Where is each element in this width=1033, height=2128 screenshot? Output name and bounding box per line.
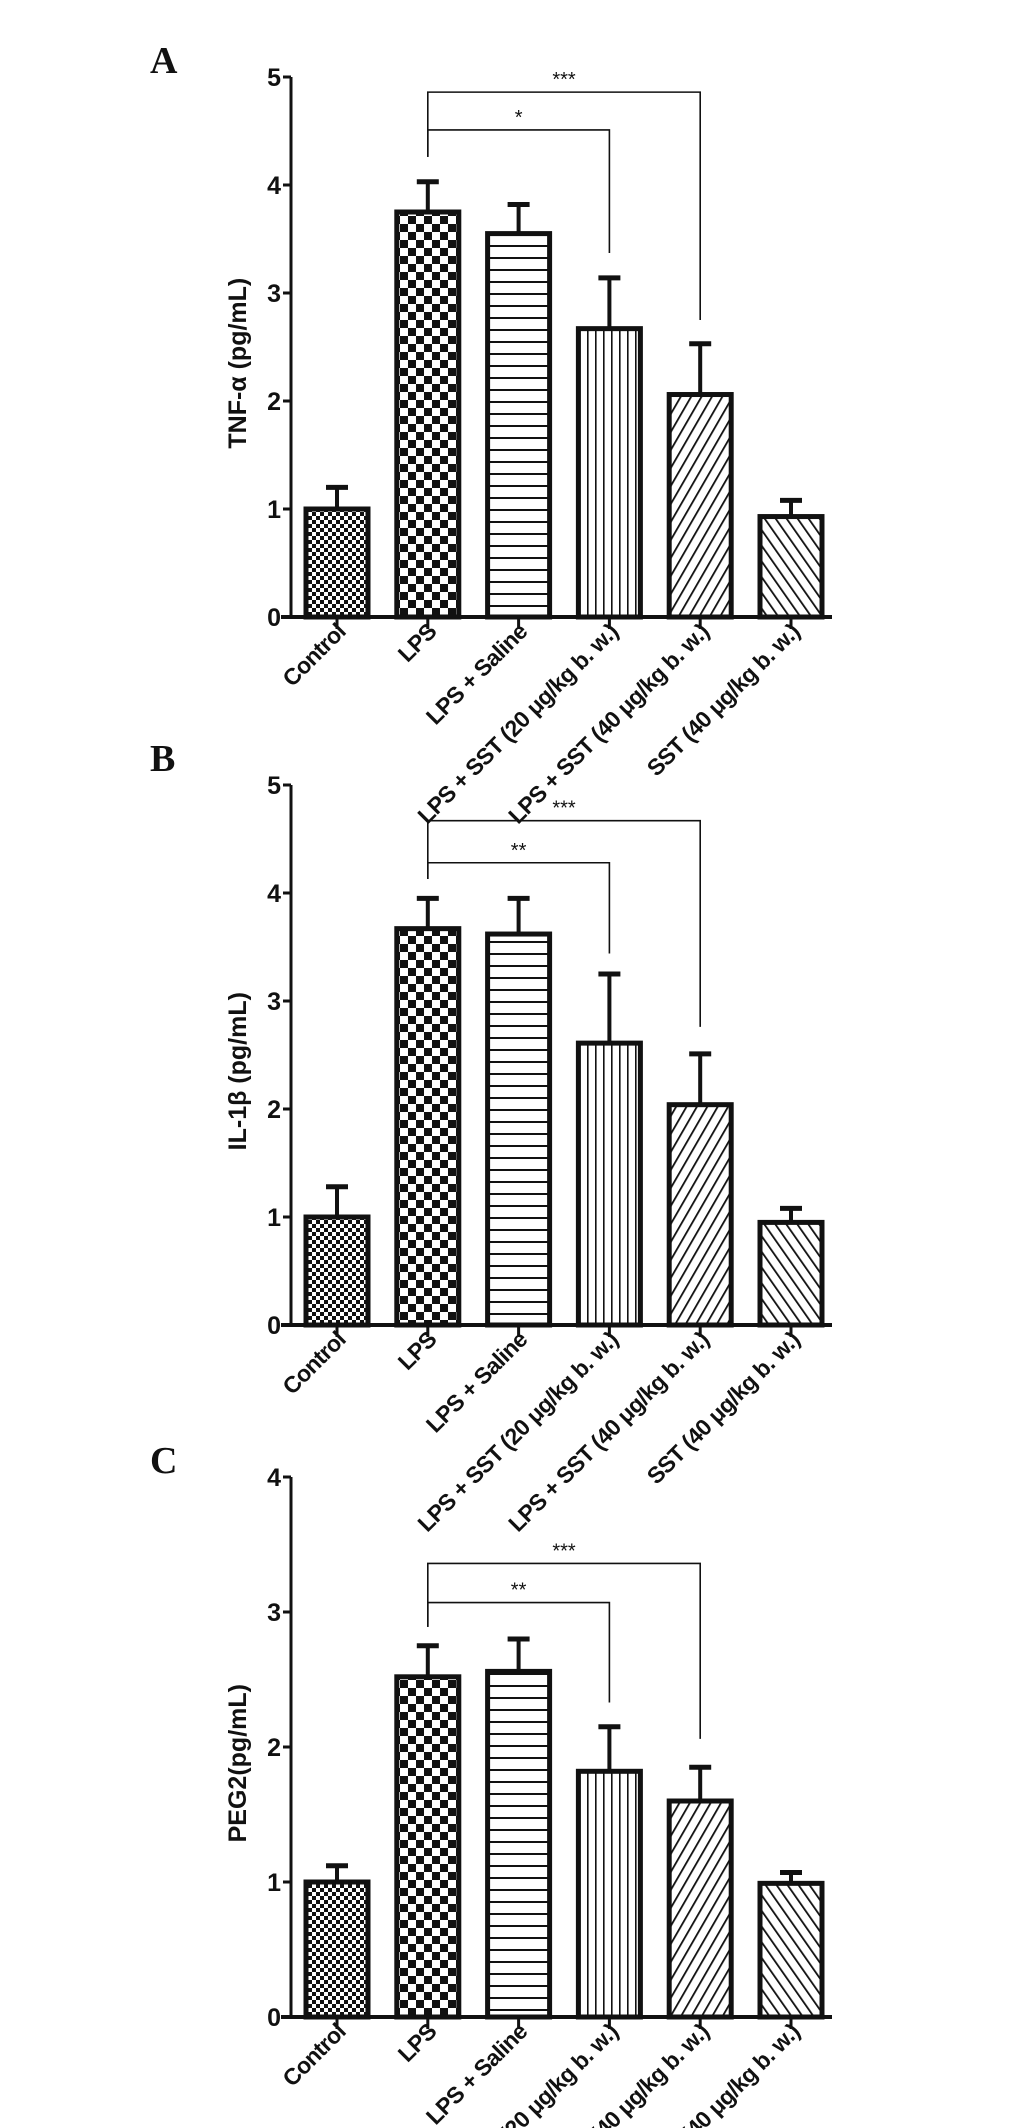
significance-label: **	[511, 1580, 527, 1602]
y-tick-label: 5	[267, 64, 281, 92]
bar-horizontal-lines	[485, 931, 553, 1328]
bar-fine-checker	[303, 1214, 371, 1328]
y-tick-label: 1	[267, 496, 281, 524]
significance-label: ***	[552, 1540, 576, 1562]
y-tick-label: 0	[267, 2004, 281, 2032]
y-tick-label: 0	[267, 604, 281, 632]
x-tick-label: LPS	[393, 1326, 442, 1375]
x-tick-label: SST (40 μg/kg b. w.)	[642, 1326, 805, 1489]
significance-label: *	[515, 107, 523, 129]
y-tick-label: 2	[267, 388, 281, 416]
bar-fine-checker	[303, 506, 371, 620]
y-tick-label: 4	[267, 1464, 281, 1492]
bar-back-diagonal	[757, 1880, 825, 2020]
y-tick-label: 4	[267, 880, 281, 908]
bar-back-diagonal	[757, 1219, 825, 1328]
y-tick-label: 2	[267, 1734, 281, 1762]
x-tick-label: SST (40 μg/kg b. w.)	[642, 618, 805, 781]
bar-forward-diagonal	[666, 392, 734, 620]
x-tick-label: Control	[277, 2018, 350, 2091]
bar-horizontal-lines	[485, 1668, 553, 2020]
x-tick-label: LPS	[393, 2018, 442, 2067]
y-axis-label: IL-1β (pg/mL)	[224, 992, 252, 1150]
y-tick-label: 1	[267, 1869, 281, 1897]
significance-bracket	[426, 91, 702, 320]
bar-horizontal-lines	[485, 231, 553, 620]
panel-label: A	[150, 40, 178, 82]
significance-label: **	[511, 840, 527, 862]
bar-coarse-checker	[394, 1674, 462, 2020]
y-axis-label: PEG2(pg/mL)	[224, 1684, 252, 1842]
significance-bracket	[426, 1562, 702, 1739]
panel-label: B	[150, 738, 175, 780]
bar-forward-diagonal	[666, 1102, 734, 1328]
bar-vertical-lines	[575, 326, 643, 620]
bar-back-diagonal	[757, 514, 825, 620]
y-axis-label: TNF-α (pg/mL)	[224, 278, 252, 449]
y-tick-label: 3	[267, 280, 281, 308]
bar-fine-checker	[303, 1879, 371, 2020]
panel-label: C	[150, 1440, 177, 1482]
y-tick-label: 4	[267, 172, 281, 200]
bar-vertical-lines	[575, 1040, 643, 1328]
significance-label: ***	[552, 69, 576, 91]
x-tick-label: Control	[277, 618, 350, 691]
y-tick-label: 5	[267, 772, 281, 800]
x-tick-label: Control	[277, 1326, 350, 1399]
x-tick-label: LPS	[393, 618, 442, 667]
y-tick-label: 3	[267, 1599, 281, 1627]
y-tick-label: 1	[267, 1204, 281, 1232]
bar-forward-diagonal	[666, 1798, 734, 2020]
y-tick-label: 0	[267, 1312, 281, 1340]
bar-vertical-lines	[575, 1768, 643, 2020]
y-tick-label: 3	[267, 988, 281, 1016]
bar-coarse-checker	[394, 926, 462, 1328]
significance-label: ***	[552, 798, 576, 820]
significance-bracket	[426, 819, 702, 1027]
y-tick-label: 2	[267, 1096, 281, 1124]
bar-coarse-checker	[394, 209, 462, 620]
